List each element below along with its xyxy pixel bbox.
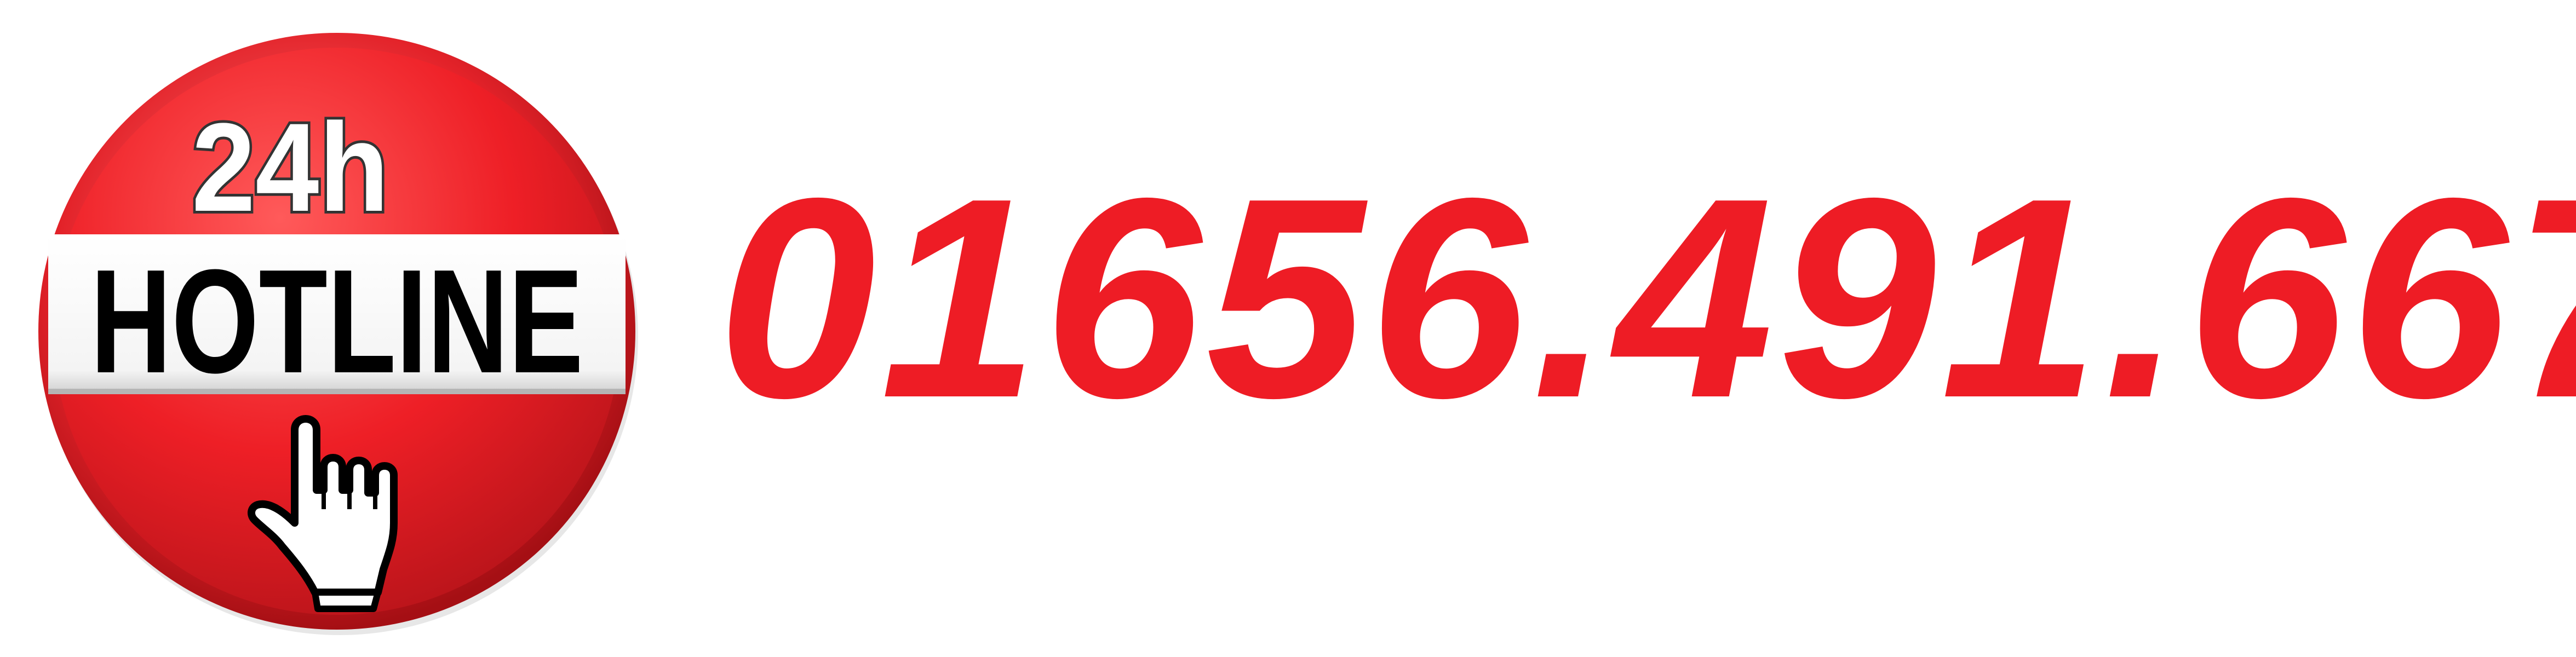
badge-banner bbox=[48, 234, 626, 394]
badge-banner-text: HOTLINE bbox=[90, 239, 583, 404]
badge-top-text: 24h bbox=[192, 97, 389, 238]
pointing-hand-icon bbox=[248, 415, 398, 612]
phone-number: 01656.491.667 bbox=[718, 139, 2576, 457]
badge-banner-shadow bbox=[48, 389, 626, 394]
hotline-badge: 24h HOTLINE bbox=[38, 33, 638, 635]
